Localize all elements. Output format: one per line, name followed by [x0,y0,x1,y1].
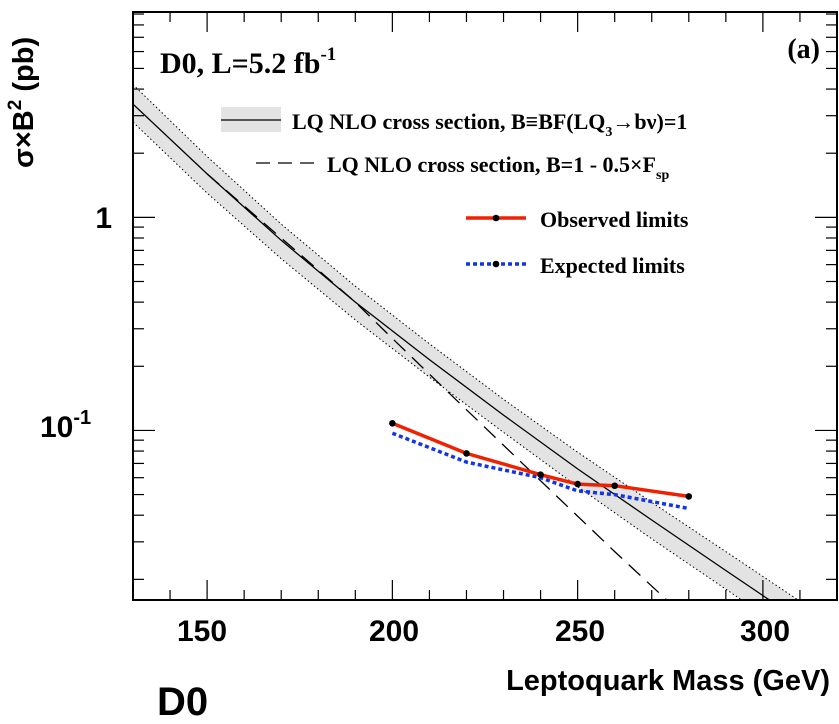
y-tick-label: 10-1 [40,407,91,444]
panel-label: (a) [787,34,820,65]
x-axis-title: Leptoquark Mass (GeV) [506,665,830,697]
legend-label-nlo-fsp: LQ NLO cross section, B=1 - 0.5×Fsp [327,152,669,183]
legend-observed-marker [492,214,500,222]
tick-layer [133,12,838,600]
legend: LQ NLO cross section, B≡BF(LQ3→bν)=1 LQ … [221,107,689,278]
plot-frame [132,11,838,601]
legend-label-nlo-bf: LQ NLO cross section, B≡BF(LQ3→bν)=1 [292,109,687,140]
observed-limit-point [685,493,693,500]
observed-limit-point [611,482,618,490]
x-tick-label: 250 [555,615,605,648]
observed-limit-point [574,480,581,488]
chart-header: D0, L=5.2 fb-1 [160,44,336,80]
x-tick-label: 300 [740,615,790,648]
legend-expected-marker [492,260,500,268]
nlo-cross-section-line [133,103,771,600]
legend-label-observed: Observed limits [540,207,689,232]
experiment-logo: D0 [157,680,208,724]
x-tick-label: 150 [177,615,227,648]
nlo-band-lower-edge [133,121,743,600]
observed-limit-point [463,450,470,457]
y-tick-label: 1 [95,202,112,235]
observed-limit-point [389,420,396,427]
observed-limit-point [537,471,544,478]
observed-limits-line [391,421,690,499]
y-axis-title: σ×B2 (pb) [5,37,40,168]
expected-limits-line [391,431,690,511]
nlo-fsp-dashed-line [206,173,668,600]
legend-label-expected: Expected limits [540,253,685,278]
plot-area [133,84,800,600]
x-tick-label: 200 [369,615,419,648]
